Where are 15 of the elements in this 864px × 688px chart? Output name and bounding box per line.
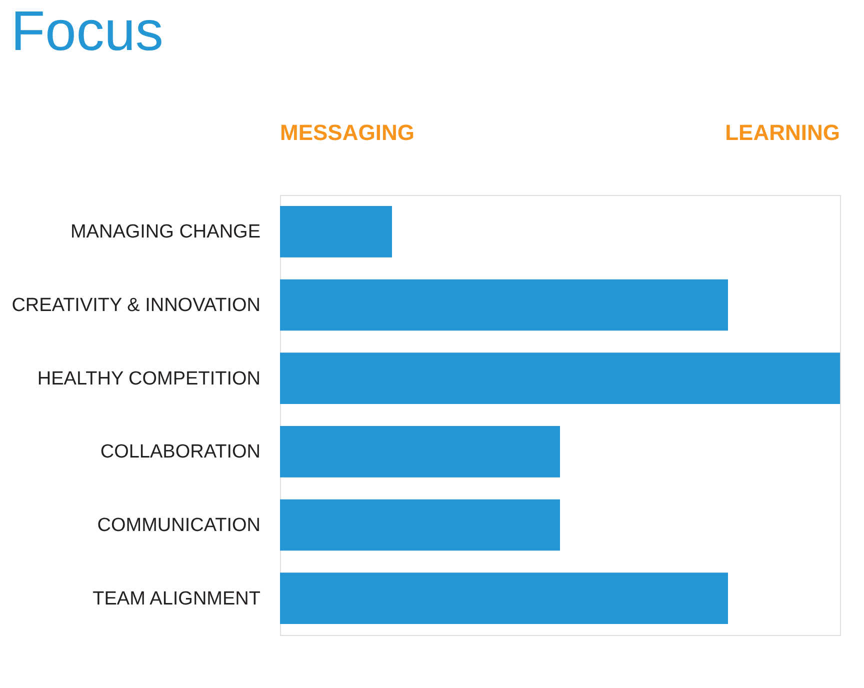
text: LEARNING (725, 120, 840, 145)
text: MESSAGING (280, 120, 414, 145)
bar (280, 572, 728, 624)
bar (280, 426, 560, 478)
bar (280, 279, 728, 331)
bar (280, 352, 840, 404)
y-tick-label: COLLABORATION (100, 442, 260, 463)
bar (280, 499, 560, 551)
y-tick-label: TEAM ALIGNMENT (92, 588, 261, 610)
chart-title: Focus (10, 0, 164, 62)
y-tick-label: COMMUNICATION (97, 515, 260, 536)
bar (280, 206, 392, 258)
y-tick-label: MANAGING CHANGE (70, 222, 260, 243)
y-tick-label: HEALTHY COMPETITION (37, 368, 260, 390)
y-tick-label: CREATIVITY & INNOVATION (12, 295, 260, 316)
